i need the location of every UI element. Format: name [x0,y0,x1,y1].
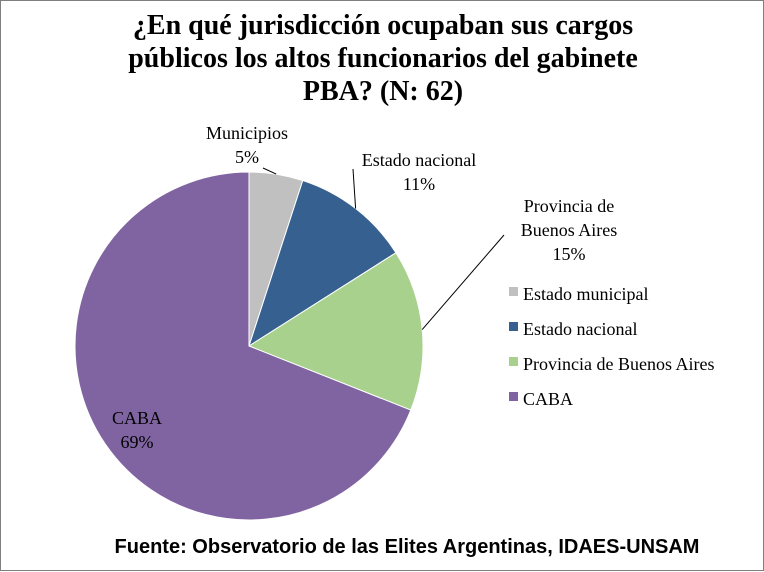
data-label-2: Estado nacional 11% [362,150,476,194]
data-label-1: Municipios 5% [206,123,288,167]
leader-line-2 [352,168,357,209]
legend-label-1: Estado municipal [523,284,648,304]
leader-line-1 [262,167,277,175]
leader-line-3 [421,234,505,330]
source-note: Fuente: Observatorio de las Elites Argen… [115,536,700,558]
legend-swatch-3 [509,357,518,366]
pie-slice-2 [248,179,397,348]
pie-slice-3 [247,252,424,411]
legend-label-4: CABA [523,389,573,409]
legend-label-2: Estado nacional [523,319,637,339]
chart-title: ¿En qué jurisdicción ocupaban sus cargos… [128,10,638,107]
legend-swatch-2 [509,322,518,331]
legend-swatch-4 [509,392,518,401]
leader-lines [262,167,505,330]
data-label-4: CABA 69% [112,408,162,452]
pie-slice-4 [74,171,412,521]
pie-slices [74,171,424,521]
chart-title-line-2: públicos los altos funcionarios del gabi… [128,43,638,74]
legend: Estado municipal Estado nacional Provincia… [509,284,714,409]
legend-label-3: Provincia de Buenos Aires [523,354,714,374]
legend-swatch-1 [509,287,518,296]
data-label-3: Provincia de Buenos Aires 15% [521,196,618,264]
data-labels: Municipios 5% Estado nacional 11% Provincia … [112,123,617,452]
chart-title-line-3: PBA? (N: 62) [303,76,463,107]
chart-title-line-1: ¿En qué jurisdicción ocupaban sus cargos [133,10,633,41]
